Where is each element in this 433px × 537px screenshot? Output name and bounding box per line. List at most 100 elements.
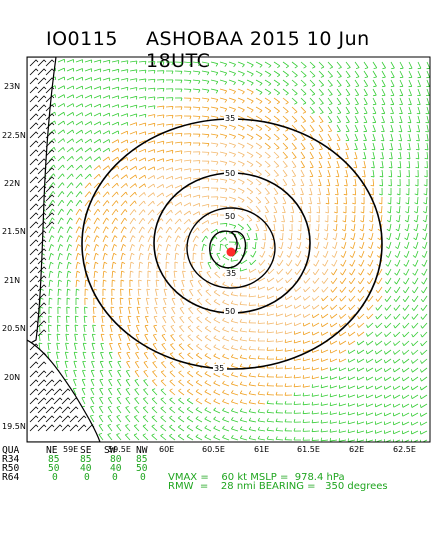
wind-barb-feather — [214, 317, 216, 319]
wind-barb — [74, 343, 76, 350]
wind-barb — [427, 107, 429, 114]
wind-barb-feather — [276, 148, 279, 150]
wind-barb — [157, 244, 159, 251]
wind-barb-feather — [153, 193, 154, 196]
wind-barb — [211, 80, 218, 82]
wind-barb — [318, 233, 319, 240]
wind-barb — [424, 269, 427, 275]
wind-barb-feather — [54, 174, 56, 177]
wind-barb-feather — [368, 247, 371, 249]
wind-barb — [292, 206, 294, 213]
wind-barb-feather — [358, 281, 360, 284]
wind-barb — [90, 416, 94, 422]
wind-barb-feather — [222, 345, 224, 347]
wind-barb — [148, 167, 154, 170]
wind-barb — [322, 323, 328, 327]
wind-barb — [283, 224, 284, 231]
wind-barb — [310, 170, 313, 176]
wind-barb-feather — [375, 377, 376, 380]
wind-barb — [256, 125, 262, 129]
wind-barb-feather — [366, 351, 367, 354]
wind-barb — [174, 271, 175, 278]
wind-barb-feather — [125, 425, 128, 426]
wind-barb — [325, 260, 328, 266]
wind-barb — [403, 368, 409, 372]
wind-barb — [220, 143, 227, 145]
wind-barb-feather — [108, 183, 109, 186]
wind-barb-feather — [225, 145, 227, 148]
wind-barb-feather — [143, 425, 146, 426]
wind-barb-feather — [339, 341, 340, 344]
wind-barb — [58, 280, 59, 287]
wind-barb-feather — [312, 94, 315, 95]
wind-barb-feather — [188, 335, 191, 337]
wind-barb — [238, 215, 244, 219]
wind-barb — [367, 386, 373, 389]
contour-label: 35 — [226, 269, 236, 278]
wind-barb — [157, 97, 164, 98]
wind-barb-feather — [214, 417, 216, 419]
wind-barb — [229, 143, 236, 145]
wind-barb-feather — [235, 242, 236, 245]
wind-barb — [319, 107, 323, 113]
wind-barb-feather — [420, 396, 421, 399]
wind-barb-feather — [329, 131, 332, 132]
wind-barb-feather — [313, 298, 314, 301]
wind-barb — [319, 62, 324, 67]
wind-barb-feather — [158, 253, 161, 255]
wind-barb — [312, 422, 319, 423]
wind-barb-feather — [190, 143, 191, 146]
wind-barb — [112, 78, 119, 80]
wind-barb-feather — [73, 130, 74, 133]
wind-barb — [163, 308, 166, 314]
wind-barb — [366, 413, 373, 415]
wind-barb — [220, 223, 227, 224]
wind-barb-feather — [208, 126, 209, 129]
wind-barb-feather — [225, 136, 227, 139]
wind-barb — [385, 359, 391, 363]
wind-map: 35 50 50 35 50 35 23N 22.5N 22N 21.5N 21… — [0, 0, 433, 500]
wind-barb-feather — [285, 419, 286, 422]
wind-barb — [214, 374, 220, 377]
wind-barb-feather — [71, 209, 73, 211]
wind-barb — [238, 80, 244, 83]
wind-barb-feather — [61, 236, 63, 238]
wind-barb-feather — [171, 334, 174, 335]
wind-barb — [130, 158, 136, 161]
wind-barb-feather — [107, 209, 109, 212]
wind-barb-feather — [267, 392, 268, 395]
wind-barb — [278, 278, 283, 282]
wind-barb-feather — [117, 379, 120, 380]
wind-barb — [94, 113, 100, 116]
wind-barb — [332, 305, 337, 310]
wind-barb-feather — [99, 424, 102, 425]
wind-barb-feather — [286, 112, 289, 114]
wind-barb — [172, 299, 175, 305]
wind-barb — [76, 174, 81, 179]
wind-barb — [407, 242, 409, 249]
land-wind-barb — [38, 321, 46, 327]
wind-barb-feather — [109, 379, 112, 380]
wind-barb-feather — [335, 194, 338, 195]
wind-barb-feather — [97, 218, 99, 220]
wind-barb-feather — [199, 90, 200, 93]
wind-barb — [231, 438, 238, 440]
wind-barb-feather — [348, 350, 349, 353]
wind-barb-feather — [330, 333, 331, 336]
wind-barb-feather — [193, 253, 196, 254]
wind-barb — [214, 329, 220, 332]
wind-barb-feather — [135, 361, 138, 362]
wind-barb-feather — [413, 273, 415, 275]
wind-barb-feather — [294, 437, 295, 440]
wind-barb — [328, 170, 330, 177]
wind-barb — [247, 206, 252, 211]
wind-barb-feather — [421, 352, 422, 355]
wind-barb — [340, 341, 346, 345]
wind-barb-feather — [376, 334, 377, 337]
wind-barb — [121, 253, 123, 260]
wind-barb — [413, 359, 418, 363]
wind-barb — [358, 341, 364, 345]
wind-barb — [355, 107, 358, 113]
wind-barb — [264, 242, 265, 249]
wind-barb — [187, 409, 193, 413]
